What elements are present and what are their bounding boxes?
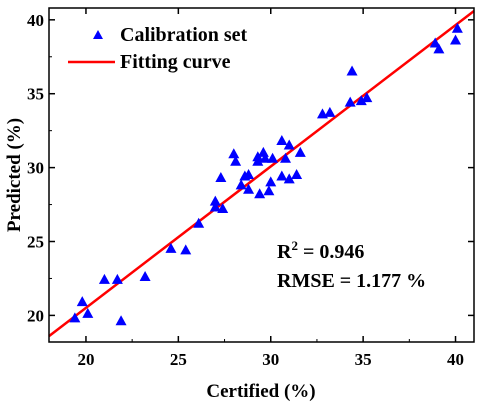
data-point — [291, 169, 303, 179]
legend-label-fitting: Fitting curve — [120, 51, 231, 73]
y-tick-label: 35 — [27, 85, 44, 104]
data-point — [280, 152, 292, 163]
data-point — [243, 183, 255, 194]
data-point — [217, 202, 229, 213]
x-tick-label: 30 — [262, 350, 279, 369]
data-point — [451, 22, 463, 33]
data-point — [193, 217, 205, 228]
annotation-rmse: RMSE = 1.177 % — [277, 270, 426, 292]
data-point — [209, 195, 221, 206]
data-point — [294, 146, 306, 157]
data-point — [450, 34, 462, 45]
x-tick-label: 35 — [355, 350, 372, 369]
data-points-layer — [69, 22, 463, 326]
data-point — [115, 315, 127, 326]
y-tick-label: 25 — [27, 233, 44, 252]
data-point — [69, 312, 81, 323]
data-point — [165, 242, 177, 253]
y-tick-label: 40 — [27, 11, 44, 30]
data-point — [235, 179, 247, 190]
data-point — [263, 185, 275, 196]
data-point — [209, 201, 221, 212]
data-point — [265, 176, 277, 187]
data-point — [139, 270, 151, 281]
legend-triangle-marker — [93, 30, 103, 39]
data-point — [283, 139, 295, 150]
data-point — [259, 152, 271, 163]
legend: Calibration set Fitting curve — [68, 24, 248, 73]
data-point — [361, 92, 373, 103]
data-point — [324, 106, 336, 117]
annotation-r-squared: R2 = 0.946 — [277, 238, 364, 263]
data-point — [257, 146, 269, 157]
data-point — [429, 37, 441, 48]
data-point — [346, 65, 358, 76]
x-tick-label: 25 — [170, 350, 187, 369]
x-axis-label: Certified (%) — [206, 381, 315, 402]
data-point — [98, 273, 110, 284]
data-point — [344, 96, 356, 107]
data-point — [252, 155, 264, 166]
data-point — [283, 173, 295, 184]
data-point — [180, 244, 192, 255]
data-point — [228, 148, 240, 159]
y-tick-label: 20 — [27, 306, 44, 325]
data-point — [215, 171, 227, 182]
data-point — [276, 170, 288, 181]
axis-ticks: 20 25 30 35 40 20 25 30 35 40 — [27, 8, 474, 369]
data-point — [267, 152, 279, 163]
data-point — [76, 296, 88, 307]
legend-label-calibration: Calibration set — [120, 24, 248, 46]
data-point — [433, 43, 445, 54]
x-tick-label: 40 — [447, 350, 464, 369]
data-point — [254, 188, 266, 199]
x-tick-label: 20 — [77, 350, 94, 369]
y-tick-label: 30 — [27, 159, 44, 178]
data-point — [230, 155, 242, 166]
plot-frame — [48, 7, 475, 343]
data-point — [243, 169, 255, 179]
data-point — [111, 273, 123, 284]
data-point — [355, 95, 367, 106]
y-axis-label: Predicted (%) — [4, 118, 25, 232]
data-point — [276, 135, 288, 146]
data-point — [82, 307, 94, 318]
